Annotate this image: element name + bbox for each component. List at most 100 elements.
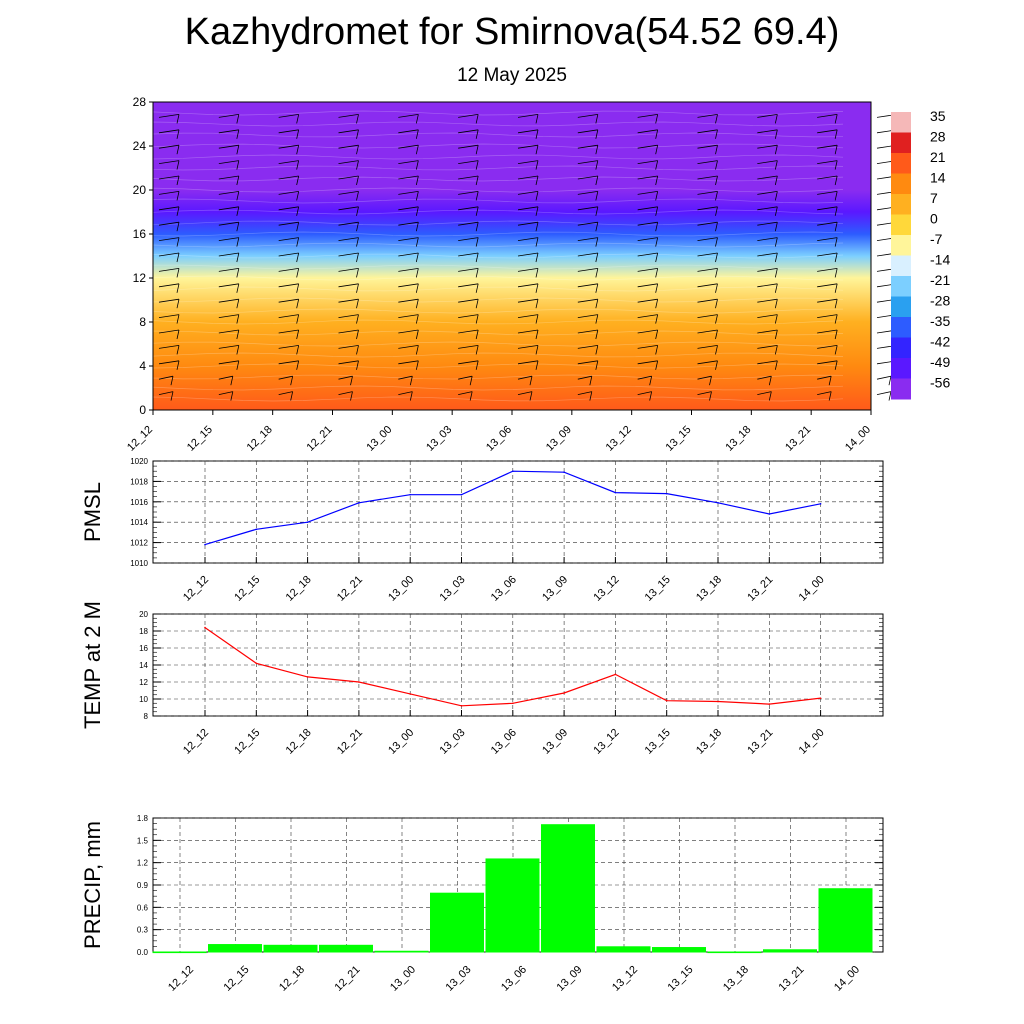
colorbar-segment [891,358,911,379]
wind-barb [218,221,239,226]
wind-barb [637,283,658,288]
wind-barb [218,252,239,257]
wind-barb [218,283,239,288]
colorbar-label: -21 [930,272,950,288]
wind-barb-flag [774,360,778,370]
wind-barb-flag [296,114,300,124]
wind-barb [637,144,658,149]
wind-barb [398,191,419,195]
heatmap-contour [152,198,844,204]
wind-barb [817,375,832,380]
wind-barb [697,314,718,318]
wind-barb [757,345,778,349]
wind-barb-flag [649,391,653,401]
wind-barb-flag [715,283,718,293]
temp-point [409,693,412,695]
wind-barb-flag [475,360,479,370]
wind-barb [577,298,598,303]
wind-barb [458,345,479,349]
wind-barb-flag [595,345,599,355]
wind-barb-flag [834,175,838,186]
pmsl-frame [152,460,884,564]
wind-barb [278,129,299,134]
wind-barb [577,237,598,241]
wind-barb [278,237,299,241]
wind-barb [637,391,652,395]
wind-barb [218,314,239,318]
wind-barb-flag [176,268,180,278]
heatmap-contour [152,385,844,391]
precip-x-tick-label: 13_03 [444,964,474,994]
wind-barb-flag [535,160,539,170]
wind-barb [697,268,718,272]
wind-barb [458,298,479,303]
heatmap-x-tick-label: 14_00 [843,424,873,454]
wind-barb-flag [356,360,359,370]
wind-barb-flag [176,160,180,170]
wind-barb-flag [415,360,419,370]
colorbar-segment [891,132,911,154]
heatmap-x-tick-label: 13_21 [783,424,813,454]
wind-barb-flag [715,345,718,355]
wind-barb-flag [236,360,240,370]
colorbar-segment [891,317,911,338]
wind-barb-flag [655,129,659,139]
heatmap-contour [152,231,844,237]
wind-barb [158,345,180,349]
wind-barb-flag [236,345,240,355]
wind-barb [517,114,539,118]
wind-barb-flag [834,206,838,216]
wind-barb-flag [535,314,539,324]
wind-barb [398,160,419,164]
wind-barb-flag [176,283,180,293]
wind-barb-flag [709,376,712,386]
heatmap-contour [152,308,844,314]
wind-barb [697,252,718,257]
wind-barb-flag [475,283,479,293]
wind-barb [757,175,778,180]
wind-barb-flag [834,314,838,324]
wind-barb [338,160,359,164]
wind-barb [458,268,479,272]
wind-barb-flag [296,268,300,278]
heatmap-y-tick-label: 4 [139,359,146,373]
wind-barb [697,175,718,180]
wind-barb-flag [475,299,479,309]
wind-barb [158,191,180,195]
wind-barb-flag [774,252,778,263]
wind-barb [876,375,892,380]
wind-barb [757,375,772,380]
wind-barb-flag [655,329,659,340]
wind-barb [817,298,838,303]
wind-barb-flag [469,376,473,386]
wind-barb [637,129,658,134]
wind-barb [458,391,473,395]
pmsl-x-tick-label: 14_00 [797,574,827,604]
wind-barb-flag [888,376,892,386]
precip-x-tick-label: 13_09 [555,964,585,994]
precip-y-tick-label: 0.9 [137,881,149,890]
colorbar-segment [891,194,911,215]
wind-barb-flag [655,175,659,186]
wind-barb [517,206,539,211]
wind-barb-flag [176,360,180,370]
wind-barb [458,360,479,365]
heatmap-x-tick-label: 12_18 [245,424,275,454]
wind-barb-flag [296,329,300,340]
wind-barb [398,206,419,211]
wind-barb [697,206,718,211]
chart-date: 12 May 2025 [457,65,567,86]
wind-barb [757,268,778,272]
heatmap-x-tick-label: 13_00 [364,424,394,454]
temp-point [358,681,360,683]
temp-x-tick-label: 12_12 [181,727,211,757]
wind-barb-flag [535,360,539,370]
wind-barb [577,252,598,257]
wind-barb [218,268,239,272]
wind-barb [458,221,479,226]
wind-barb [757,314,778,318]
wind-barb [398,175,419,180]
wind-barb [338,237,359,241]
wind-barb [338,252,359,257]
pmsl-point [717,502,719,504]
